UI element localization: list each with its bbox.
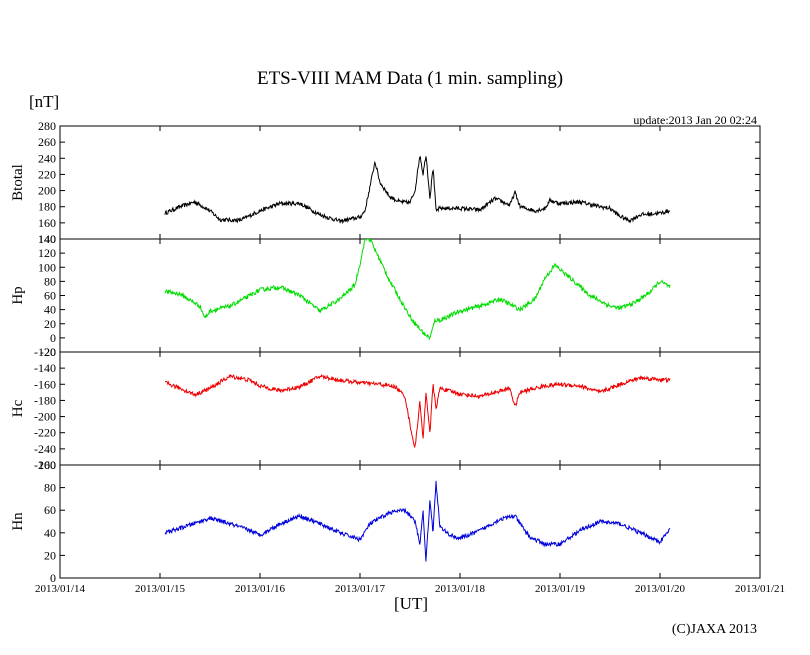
y-tick-label: -20 bbox=[40, 345, 56, 359]
x-tick-label: 2013/01/20 bbox=[635, 583, 686, 595]
y-tick-label: -260 bbox=[34, 458, 56, 472]
x-tick-label: 2013/01/18 bbox=[435, 583, 486, 595]
x-tick-label: 2013/01/17 bbox=[335, 583, 386, 595]
x-tick-label: 2013/01/16 bbox=[235, 583, 286, 595]
y-tick-label: 220 bbox=[38, 167, 56, 181]
y-tick-label: 100 bbox=[38, 458, 56, 472]
y-tick-label: 40 bbox=[44, 303, 56, 317]
y-tick-label: 0 bbox=[50, 331, 56, 345]
y-tick-label: 80 bbox=[44, 274, 56, 288]
y-tick-label: -240 bbox=[34, 442, 56, 456]
x-tick-label: 2013/01/14 bbox=[35, 583, 86, 595]
chart-title: ETS-VIII MAM Data (1 min. sampling) bbox=[257, 68, 563, 89]
panel-y-label: Hp bbox=[10, 286, 26, 304]
y-tick-label: 20 bbox=[44, 548, 56, 562]
y-tick-label: 280 bbox=[38, 119, 56, 133]
y-tick-label: 140 bbox=[38, 232, 56, 246]
y-tick-label: -180 bbox=[34, 393, 56, 407]
x-tick-label: 2013/01/15 bbox=[135, 583, 186, 595]
update-timestamp: update:2013 Jan 20 02:24 bbox=[633, 113, 757, 127]
panel-frame bbox=[59, 464, 761, 579]
y-tick-label: -140 bbox=[34, 361, 56, 375]
y-tick-label: 20 bbox=[44, 317, 56, 331]
panel-frame bbox=[59, 351, 761, 466]
y-tick-label: -200 bbox=[34, 410, 56, 424]
panel-frame bbox=[59, 238, 761, 353]
y-tick-label: 80 bbox=[44, 481, 56, 495]
x-axis-ticks: 2013/01/14 2013/01/15 2013/01/16 2013/01/17… bbox=[35, 583, 785, 595]
y-tick-label: 100 bbox=[38, 260, 56, 274]
y-tick-label: 260 bbox=[38, 135, 56, 149]
y-tick-label: 140 bbox=[38, 232, 56, 246]
panel-hc: -260 -240 -220 -200 -180 -160 -140 -120 Hc bbox=[10, 345, 761, 472]
panel-frame bbox=[59, 125, 761, 240]
panel-y-label: Btotal bbox=[10, 164, 26, 201]
y-tick-label: -160 bbox=[34, 377, 56, 391]
chart-panels: 140160180200220240260280Btotal-200204060… bbox=[10, 119, 761, 585]
x-axis-label: [UT] bbox=[394, 594, 428, 613]
y-tick-label: -120 bbox=[34, 345, 56, 359]
panel-y-label: Hn bbox=[10, 512, 26, 531]
y-tick-label: 60 bbox=[44, 503, 56, 517]
y-tick-label: 180 bbox=[38, 200, 56, 214]
y-tick-label: 120 bbox=[38, 246, 56, 260]
panel-y-label: Hc bbox=[10, 399, 26, 417]
panel-hn: 0 20 40 60 80 100 Hn bbox=[10, 458, 761, 585]
y-tick-label: 160 bbox=[38, 216, 56, 230]
unit-label: [nT] bbox=[29, 92, 59, 111]
series-line-btotal bbox=[164, 156, 671, 225]
series-line-hn bbox=[164, 480, 671, 562]
copyright-text: (C)JAXA 2013 bbox=[672, 622, 757, 637]
x-tick-label: 2013/01/21 bbox=[735, 583, 785, 595]
y-tick-label: -220 bbox=[34, 426, 56, 440]
series-line-hp bbox=[164, 239, 671, 341]
panel-btotal: 140 160 180 200 220 240 260 280 Btotal bbox=[10, 119, 761, 246]
y-tick-label: 40 bbox=[44, 526, 56, 540]
y-tick-label: 0 bbox=[50, 571, 56, 585]
y-tick-label: 60 bbox=[44, 289, 56, 303]
x-tick-label: 2013/01/19 bbox=[535, 583, 586, 595]
series-line-hc bbox=[164, 373, 671, 449]
y-tick-label: 240 bbox=[38, 151, 56, 165]
y-tick-label: 200 bbox=[38, 184, 56, 198]
